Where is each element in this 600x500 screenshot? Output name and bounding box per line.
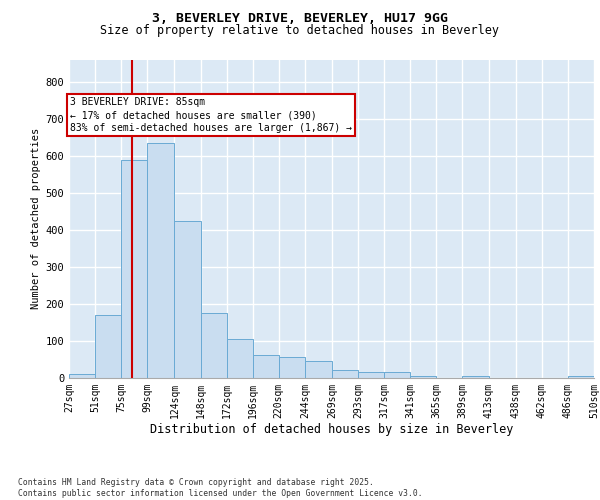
Bar [568, 376, 594, 378]
Bar [410, 376, 436, 378]
Bar [279, 357, 305, 378]
Bar [358, 372, 384, 378]
Bar [69, 374, 95, 378]
Bar [463, 376, 488, 378]
X-axis label: Distribution of detached houses by size in Beverley: Distribution of detached houses by size … [150, 423, 513, 436]
Bar [121, 160, 147, 378]
Bar [200, 313, 227, 378]
Bar [147, 143, 175, 378]
Bar [175, 220, 200, 378]
Text: 3, BEVERLEY DRIVE, BEVERLEY, HU17 9GG: 3, BEVERLEY DRIVE, BEVERLEY, HU17 9GG [152, 12, 448, 26]
Bar [384, 372, 410, 378]
Text: Size of property relative to detached houses in Beverley: Size of property relative to detached ho… [101, 24, 499, 37]
Text: Contains HM Land Registry data © Crown copyright and database right 2025.
Contai: Contains HM Land Registry data © Crown c… [18, 478, 422, 498]
Y-axis label: Number of detached properties: Number of detached properties [31, 128, 41, 310]
Bar [95, 314, 121, 378]
Bar [227, 338, 253, 378]
Bar [305, 361, 332, 378]
Bar [253, 356, 279, 378]
Bar [332, 370, 358, 378]
Text: 3 BEVERLEY DRIVE: 85sqm
← 17% of detached houses are smaller (390)
83% of semi-d: 3 BEVERLEY DRIVE: 85sqm ← 17% of detache… [70, 97, 352, 134]
